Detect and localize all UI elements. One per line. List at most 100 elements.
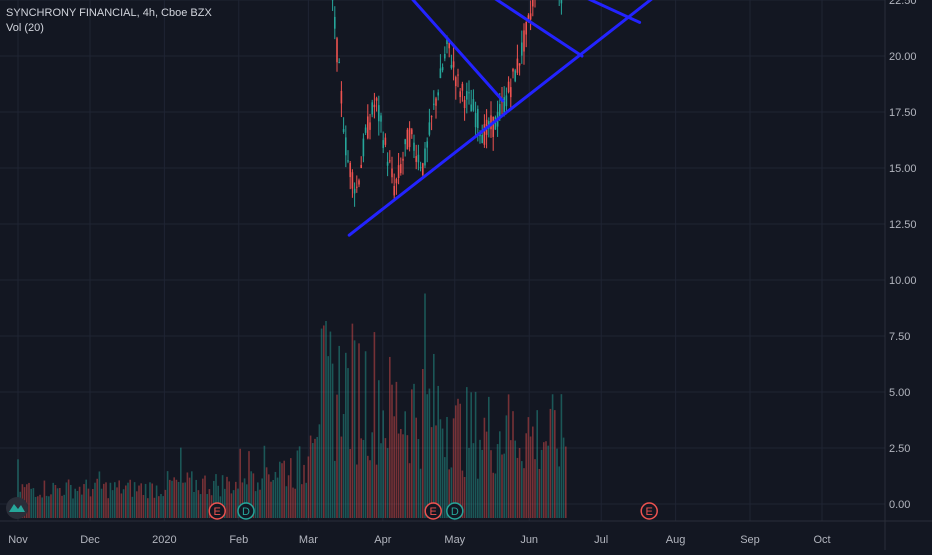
volume-bar [492,473,494,518]
y-tick-label: 2.50 [889,443,910,455]
candle-body [448,43,450,49]
candle-body [358,180,360,184]
candle-body [523,30,525,51]
volume-bar [341,437,343,518]
volume-bar [321,329,323,518]
volume-bar [378,380,380,518]
volume-bar [327,356,329,518]
candle-body [475,113,477,127]
candle-body [363,139,365,157]
volume-bar [44,481,46,518]
volume-bar [110,483,112,518]
volume-bar [134,482,136,518]
volume-bar [200,494,202,518]
candle-body [356,187,358,188]
candle-body [512,69,514,72]
candle-body [385,138,387,145]
candle-body [396,179,398,183]
candle-body [336,38,338,62]
volume-bar [123,489,125,518]
volume-bar [37,496,39,518]
volume-bar [204,476,206,518]
volume-bar [314,439,316,518]
volume-bar [279,462,281,518]
trendline[interactable] [304,0,503,101]
volume-bar [354,340,356,518]
volume-bar [312,443,314,518]
candle-body [433,104,435,105]
volume-bar [68,480,70,518]
candle-body [352,172,354,188]
volume-bar [41,497,43,518]
volume-bar [235,482,237,518]
candle-body [407,130,409,150]
candle-body [470,105,472,112]
volume-indicator-label: Vol (20) [6,21,212,36]
volume-bar [409,463,411,518]
x-tick-label: Sep [740,534,760,546]
volume-bar [554,410,556,518]
volume-bar [92,489,94,518]
volume-bar [481,450,483,518]
volume-bar [330,332,332,518]
volume-bar [88,489,90,518]
volume-bar [360,438,362,518]
volume-bar [132,497,134,518]
candle-body [510,87,512,97]
candle-body [521,43,523,56]
volume-bar [539,469,541,518]
volume-bar [136,491,138,518]
volume-bar [66,482,68,518]
trendline[interactable] [349,0,819,235]
volume-bar [46,496,48,518]
volume-bar [545,441,547,518]
chart-legend: SYNCHRONY FINANCIAL, 4h, Cboe BZX Vol (2… [6,6,212,36]
volume-bar [165,490,167,518]
volume-bar [138,486,140,518]
volume-bar [129,480,131,518]
volume-bar [198,490,200,518]
candle-body [360,165,362,168]
volume-bar [466,387,468,518]
candle-body [426,141,428,147]
volume-bar [266,467,268,518]
candle-body [532,0,534,6]
volume-bar [303,465,305,518]
candle-body [455,77,457,86]
volume-bar [184,482,186,518]
trendline[interactable] [304,0,582,56]
volume-bar [358,343,360,518]
volume-bar [442,429,444,518]
volume-bar [127,483,129,518]
volume-bar [297,450,299,518]
candle-body [341,91,343,103]
volume-bar [70,485,72,518]
volume-bar [57,488,59,518]
volume-bar [156,485,158,518]
volume-bar [398,434,400,518]
volume-bar [371,432,373,518]
volume-bar [167,471,169,518]
volume-bar [400,429,402,518]
volume-bar [332,364,334,518]
volume-bar [277,478,279,518]
volume-bar [490,450,492,518]
candle-body [442,67,444,70]
volume-bar [565,447,567,518]
trendline[interactable] [304,0,640,22]
volume-bar [140,483,142,518]
candle-body [413,143,415,151]
volume-bar [477,479,479,518]
volume-bar [367,456,369,518]
volume-bar [464,477,466,518]
y-tick-label: 12.50 [889,219,917,231]
volume-bar [147,498,149,518]
y-tick-label: 5.00 [889,387,910,399]
volume-bar [413,384,415,518]
volume-bar [228,481,230,518]
volume-bar [180,448,182,518]
volume-bar [534,459,536,518]
volume-bar [281,463,283,518]
